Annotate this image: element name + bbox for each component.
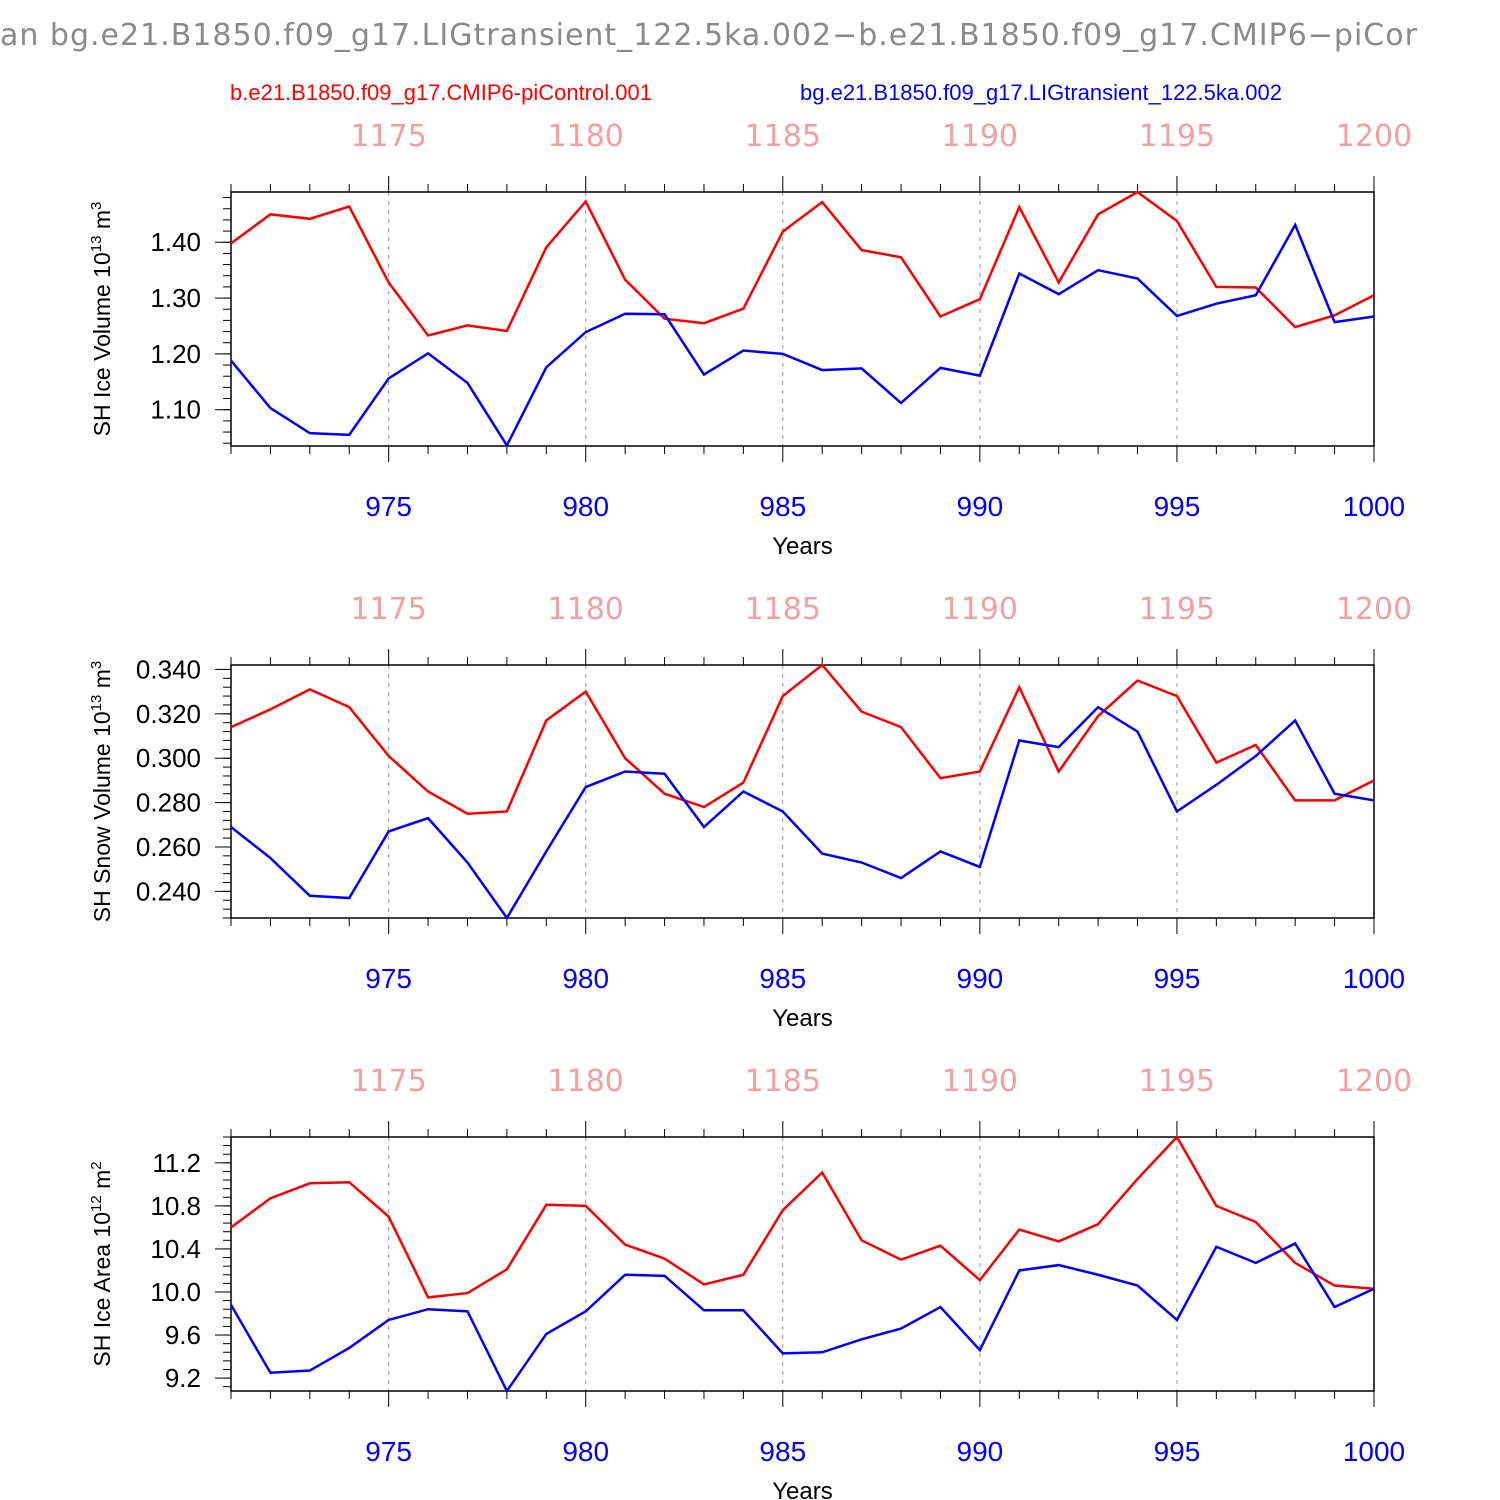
x-tick-label: 1000 [1343, 1436, 1405, 1467]
series-line-red [230, 1134, 1375, 1299]
top-x-tick-label: 1175 [350, 592, 426, 627]
plot-frame [230, 191, 1375, 447]
x-tick-label: 1000 [1343, 963, 1405, 994]
plot-frame [230, 1136, 1375, 1392]
top-x-tick-label: 1195 [1139, 1064, 1215, 1099]
x-tick-label: 980 [562, 491, 609, 522]
x-tick-label: 995 [1154, 1436, 1201, 1467]
y-axis-title-unit-exponent: 3 [88, 202, 105, 210]
y-tick-label: 11.2 [152, 1148, 201, 1178]
top-x-tick-label: 1190 [942, 592, 1018, 627]
chart-panel-3: 9.2 9.6 10.0 10.4 10.8 11.2 975 1175 980 1180 985 1… [88, 1064, 1412, 1500]
legend-blue-series-label: bg.e21.B1850.f09_g17.LIGtransient_122.5k… [800, 80, 1282, 105]
top-x-tick-label: 1195 [1139, 119, 1215, 154]
x-tick-label: 985 [759, 491, 806, 522]
y-axis-title-exponent: 13 [88, 236, 105, 253]
y-axis-title-text: SH Ice Area 10 [89, 1212, 115, 1367]
y-tick-label: 10.4 [150, 1234, 201, 1264]
y-tick-label: 1.40 [150, 227, 201, 257]
legend-red-series-label: b.e21.B1850.f09_g17.CMIP6-piControl.001 [230, 80, 652, 105]
top-x-tick-label: 1180 [548, 592, 624, 627]
top-x-tick-label: 1180 [548, 1064, 624, 1099]
y-tick-label: 1.10 [150, 395, 201, 425]
y-tick-label: 0.260 [136, 832, 201, 862]
top-x-tick-label: 1200 [1336, 119, 1412, 154]
x-tick-label: 980 [562, 1436, 609, 1467]
y-tick-label: 9.2 [165, 1363, 201, 1393]
y-axis-title-unit-exponent: 3 [88, 661, 105, 669]
top-x-tick-label: 1190 [942, 119, 1018, 154]
x-tick-label: 985 [759, 963, 806, 994]
x-tick-label: 975 [365, 1436, 412, 1467]
x-axis-title: Years [772, 1005, 833, 1032]
series-line-red [230, 663, 1375, 815]
x-tick-label: 980 [562, 963, 609, 994]
top-x-tick-label: 1180 [548, 119, 624, 154]
series-line-blue [229, 1241, 1375, 1394]
y-axis-title-exponent: 13 [88, 695, 105, 712]
x-tick-label: 990 [957, 491, 1004, 522]
y-axis-title-text: SH Ice Volume 10 [89, 252, 115, 436]
y-tick-label: 1.20 [150, 339, 201, 369]
y-tick-label: 0.240 [136, 876, 201, 906]
series-line-red [230, 190, 1375, 337]
y-axis-title-text: SH Snow Volume 10 [89, 711, 115, 922]
chart-panel-2: 0.240 0.260 0.280 0.300 0.320 0.340 975 1175 980… [88, 592, 1412, 1032]
y-axis-title: SH Ice Area 1012 m2 [88, 1161, 115, 1366]
top-x-tick-label: 1185 [745, 119, 821, 154]
top-x-tick-label: 1185 [745, 1064, 821, 1099]
y-axis-title-unit-exponent: 2 [88, 1161, 105, 1169]
top-x-tick-label: 1185 [745, 592, 821, 627]
y-tick-label: 10.0 [150, 1277, 201, 1307]
x-axis-title: Years [772, 1478, 833, 1500]
x-tick-label: 985 [759, 1436, 806, 1467]
series-line-blue [230, 222, 1375, 448]
top-x-tick-label: 1175 [350, 1064, 426, 1099]
x-tick-label: 990 [957, 963, 1004, 994]
x-tick-label: 975 [365, 491, 412, 522]
page-title: an bg.e21.B1850.f09_g17.LIGtransient_122… [0, 18, 1418, 53]
chart-panel-1: 1.10 1.20 1.30 1.40 975 1175 980 1180 985 1185 990… [88, 119, 1412, 560]
x-tick-label: 995 [1154, 491, 1201, 522]
top-x-tick-label: 1200 [1336, 1064, 1412, 1099]
y-axis-title: SH Ice Volume 1013 m3 [88, 202, 115, 437]
y-axis-title: SH Snow Volume 1013 m3 [88, 661, 115, 923]
top-x-tick-label: 1200 [1336, 592, 1412, 627]
y-tick-label: 10.8 [150, 1191, 201, 1221]
y-tick-label: 0.340 [136, 654, 201, 684]
y-tick-label: 0.320 [136, 699, 201, 729]
top-x-tick-label: 1195 [1139, 592, 1215, 627]
x-axis-title: Years [772, 533, 833, 560]
top-x-tick-label: 1190 [942, 1064, 1018, 1099]
y-axis-title-exponent: 12 [88, 1195, 105, 1212]
plot-frame [230, 664, 1375, 919]
x-tick-label: 995 [1154, 963, 1201, 994]
y-axis-title-unit: m [89, 1170, 115, 1196]
y-tick-label: 0.300 [136, 743, 201, 773]
x-tick-label: 975 [365, 963, 412, 994]
series-line-blue [230, 705, 1375, 921]
y-tick-label: 9.6 [165, 1320, 201, 1350]
y-axis-title-unit: m [89, 210, 115, 236]
y-tick-label: 1.30 [150, 283, 201, 313]
x-tick-label: 990 [957, 1436, 1004, 1467]
y-axis-title-unit: m [89, 669, 115, 695]
x-tick-label: 1000 [1343, 491, 1405, 522]
y-tick-label: 0.280 [136, 788, 201, 818]
top-x-tick-label: 1175 [350, 119, 426, 154]
